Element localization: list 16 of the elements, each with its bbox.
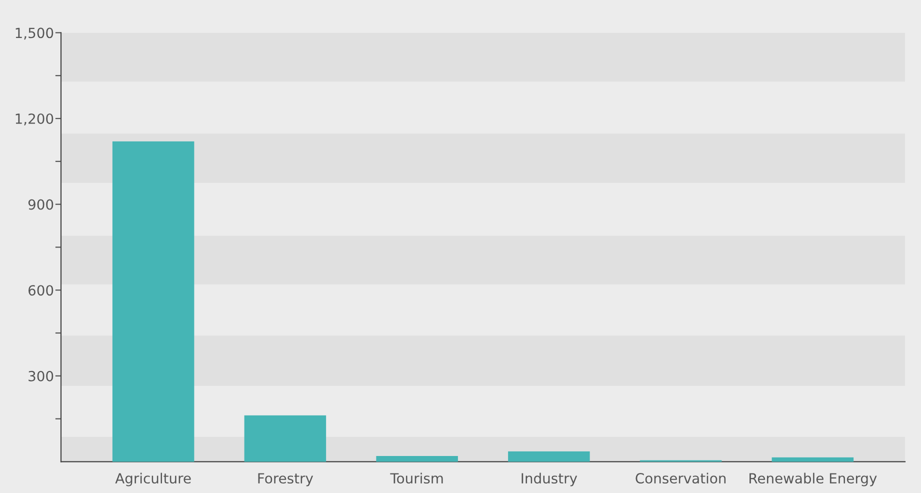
x-tick-label: Industry — [522, 472, 578, 486]
bar — [112, 141, 194, 462]
x-tick-label: Agriculture — [115, 472, 191, 486]
x-tick-label: Renewable Energy — [750, 472, 877, 486]
bar — [244, 415, 326, 462]
bar — [508, 451, 590, 462]
y-tick-label: 900 — [28, 199, 54, 210]
x-tick-label: Forestry — [258, 473, 314, 486]
x-tick-label: Tourism — [390, 472, 443, 484]
y-tick-label: 300 — [28, 370, 54, 382]
x-tick-label: Conservation — [636, 472, 726, 484]
bar — [376, 456, 458, 462]
y-tick-label: 1,500 — [16, 28, 54, 40]
y-tick-label: 1,200 — [16, 113, 54, 126]
y-tick-label: 600 — [28, 285, 54, 296]
bar — [772, 457, 854, 462]
